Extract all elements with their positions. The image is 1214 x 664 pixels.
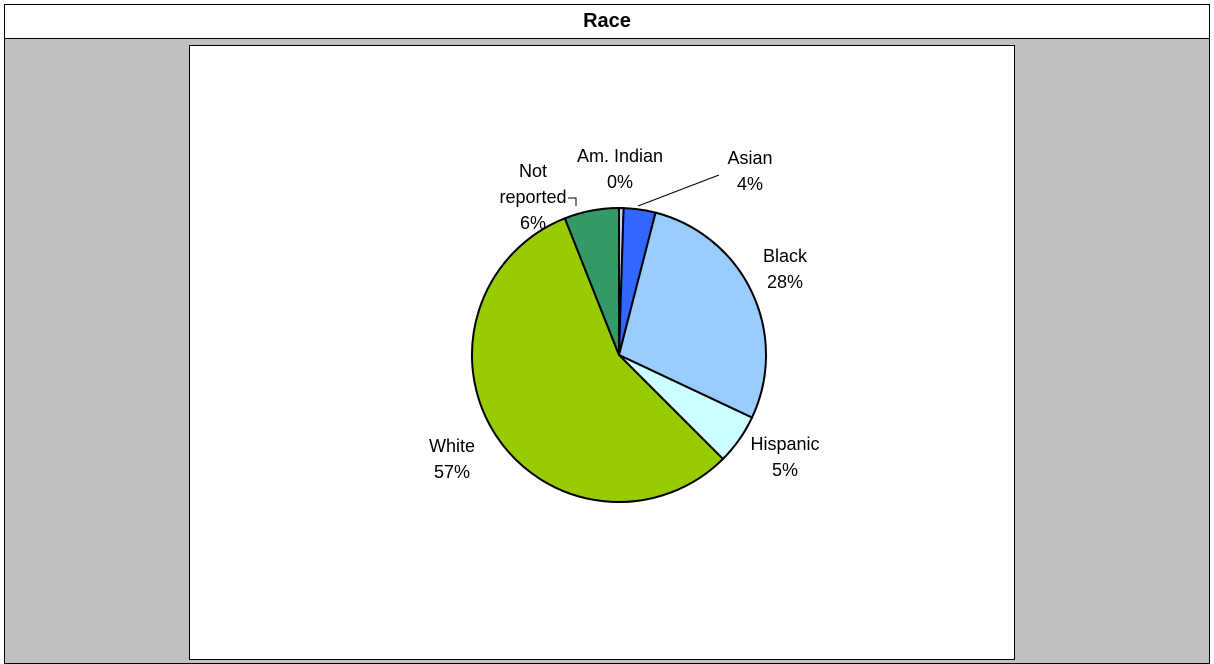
slice-labels: Am. Indian 0% Asian 4% Black 28% Hispanic 5% Whi… <box>429 146 820 482</box>
pie-slices <box>471 206 767 503</box>
leader-lines <box>568 174 720 209</box>
slice-label-black: Black 28% <box>763 246 808 292</box>
slice-label-white: White 57% <box>429 436 475 482</box>
slice-label-hispanic: Hispanic 5% <box>750 434 819 480</box>
leader-line <box>637 174 720 207</box>
pie-slice-white <box>471 217 725 503</box>
slice-label-am-indian: Am. Indian 0% <box>577 146 663 192</box>
slice-label-not-reported: Not reported 6% <box>499 161 566 233</box>
chart-title: Race <box>5 5 1209 39</box>
pie-chart: Am. Indian 0% Asian 4% Black 28% Hispanic 5% Whi… <box>429 146 820 503</box>
slice-label-asian: Asian 4% <box>727 148 772 194</box>
plot-area: Am. Indian 0% Asian 4% Black 28% Hispanic 5% Whi… <box>189 45 1015 660</box>
chart-frame: Race Am. Indian 0% Asian 4% Black 28% Hispanic… <box>4 4 1210 664</box>
leader-line <box>568 197 577 206</box>
pie-slice-black <box>617 211 767 419</box>
pie-slice-not-reported <box>563 206 620 356</box>
